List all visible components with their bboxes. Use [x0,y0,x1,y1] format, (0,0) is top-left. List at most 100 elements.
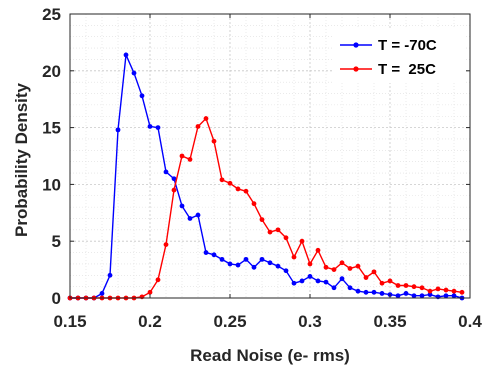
data-point [411,293,417,299]
data-point [275,263,281,269]
legend-label-series-2: T = 25C [378,61,436,78]
series-line-2 [70,117,463,299]
data-point [427,288,433,294]
x-tick-label: 0.25 [213,312,246,331]
data-point [339,276,345,282]
data-point [347,285,353,291]
series-1 [67,52,465,301]
legend-marker-series-2 [353,66,359,72]
data-point [299,238,305,244]
data-point [203,116,209,121]
data-point [251,264,257,270]
data-point [435,286,441,292]
data-point [283,235,289,241]
data-point [371,289,377,295]
data-point [115,127,121,133]
data-point [179,203,185,209]
data-point [267,260,273,266]
data-point [379,291,385,296]
data-point [187,216,193,221]
data-point [299,278,305,284]
data-point [123,52,129,58]
data-point [387,278,393,284]
data-point [155,277,161,283]
data-point [211,252,217,258]
data-point [331,267,337,272]
data-point [259,256,265,262]
data-point [307,261,313,267]
data-point [227,261,233,267]
data-point [107,272,113,278]
legend-label-series-1: T = -70C [378,37,437,54]
data-point [451,293,457,299]
data-point [395,283,401,288]
ticks [69,13,471,299]
data-point [443,287,449,293]
data-point [227,180,233,186]
series-layer [67,52,465,301]
x-axis-label: Read Noise (e- rms) [190,346,350,365]
data-point [139,294,145,300]
data-point [291,254,297,260]
y-tick-label: 0 [52,289,61,308]
data-point [459,289,465,295]
data-point [411,284,417,290]
data-point [355,288,361,294]
data-point [211,138,217,144]
data-point [363,275,369,280]
y-tick-label: 5 [52,232,61,251]
data-point [131,70,137,76]
y-tick-label: 15 [42,119,61,138]
data-point [235,186,241,192]
data-point [251,201,257,207]
legend: T = -70C T = 25C [333,29,465,83]
data-point [147,124,153,129]
series-2 [67,116,465,301]
data-point [147,289,153,295]
x-tick-label: 0.35 [373,312,406,331]
data-point [435,294,441,300]
data-point [195,212,201,218]
data-point [347,266,353,271]
y-tick-label: 10 [42,175,61,194]
data-point [355,263,361,269]
tick-labels: 0.15 0.2 0.25 0.3 0.35 0.4 0 5 10 15 20 25 [42,5,482,331]
data-point [451,288,457,294]
x-tick-label: 0.3 [298,312,322,331]
data-point [339,260,345,266]
data-point [259,217,265,223]
data-point [267,229,273,235]
data-point [419,285,425,291]
data-point [403,283,409,288]
data-point [363,289,369,295]
data-point [163,169,169,175]
data-point [395,293,401,299]
y-tick-label: 20 [42,62,61,81]
legend-marker-series-1 [353,42,359,48]
data-point [195,124,201,129]
data-point [331,285,337,291]
data-point [179,153,185,159]
x-tick-label: 0.4 [458,312,482,331]
data-point [243,188,249,194]
y-axis-label: Probability Density [12,82,31,237]
x-tick-label: 0.15 [53,312,86,331]
data-point [219,256,225,262]
data-point [243,256,249,262]
data-point [323,279,329,285]
data-point [275,227,281,233]
data-point [403,291,409,296]
data-point [203,250,209,255]
data-point [307,274,313,279]
x-tick-label: 0.2 [138,312,162,331]
data-point [315,278,321,284]
data-point [171,176,177,182]
data-point [235,262,241,268]
data-point [139,93,145,99]
data-point [371,269,377,275]
legend-box [333,29,465,83]
data-point [163,242,169,248]
data-point [171,187,177,193]
data-point [155,125,161,130]
